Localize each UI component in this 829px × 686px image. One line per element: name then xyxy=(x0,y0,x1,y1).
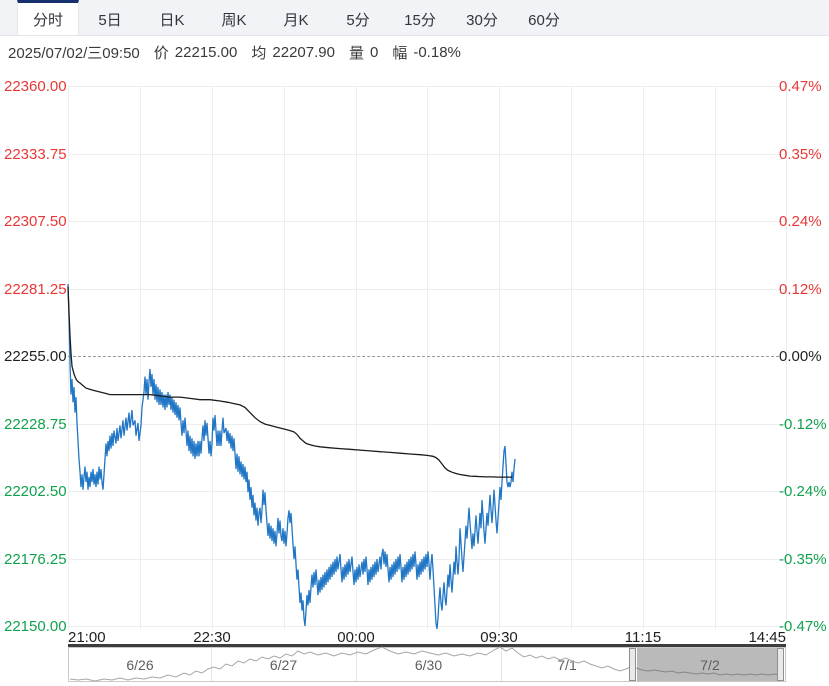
period-tabbar: 分时 5日 日K 周K 月K 5分 15分 30分 60分 xyxy=(0,0,829,36)
h-gridline xyxy=(68,154,786,155)
x-axis-time-tick: 00:00 xyxy=(337,629,375,646)
tab-5day[interactable]: 5日 xyxy=(98,11,122,29)
h-gridline xyxy=(68,86,786,87)
info-datetime: 2025/07/02/三09:50 xyxy=(8,44,140,62)
x-axis-time-tick: 22:30 xyxy=(193,629,231,646)
price-value: 22215.00 xyxy=(174,43,238,61)
y-axis-percent-tick: -0.47% xyxy=(779,618,827,635)
date-range-navigator[interactable]: 6/26 6/27 6/30 7/1 7/2 xyxy=(68,647,786,682)
navigator-left-handle[interactable] xyxy=(629,648,636,681)
h-gridline xyxy=(68,221,786,222)
avg-value: 22207.90 xyxy=(272,43,335,61)
y-axis-percent-tick: -0.35% xyxy=(779,551,827,568)
navigator-right-handle[interactable] xyxy=(777,648,784,681)
y-axis-percent-tick: 0.24% xyxy=(779,213,822,230)
x-axis-time-tick: 09:30 xyxy=(480,629,518,646)
navigator-date-label: 7/1 xyxy=(557,657,577,673)
navigator-selected-range[interactable] xyxy=(637,648,777,681)
y-axis-percent-tick: -0.12% xyxy=(779,416,827,433)
x-axis-time-tick: 21:00 xyxy=(68,629,106,646)
price-label: 价 xyxy=(153,44,169,62)
y-axis-percent-tick: 0.47% xyxy=(779,78,822,95)
info-bar: 2025/07/02/三09:50 价 22215.00 均 22207.90 量 0 幅 -0… xyxy=(8,37,467,67)
navigator-day-separator xyxy=(356,648,357,681)
navigator-date-label: 6/30 xyxy=(414,657,443,673)
axis-separator xyxy=(68,644,786,647)
y-axis-percent-tick: 0.35% xyxy=(779,146,822,163)
navigator-day-separator xyxy=(501,648,502,681)
tab-30min[interactable]: 30分 xyxy=(466,11,498,29)
y-axis-price-tick: 22281.25 xyxy=(4,281,67,298)
y-axis-percent-tick: 0.00% xyxy=(779,348,822,365)
y-axis-price-tick: 22228.75 xyxy=(4,416,67,433)
tab-weekly-k[interactable]: 周K xyxy=(221,11,247,29)
volume-label: 量 xyxy=(348,44,364,62)
y-axis-price-tick: 22255.00 xyxy=(4,348,67,365)
v-gridline xyxy=(643,86,644,630)
x-axis-time-tick: 11:15 xyxy=(624,629,662,646)
range-value: -0.18% xyxy=(413,43,461,61)
y-axis-percent-tick: -0.24% xyxy=(779,483,827,500)
tab-fenshi[interactable]: 分时 xyxy=(17,0,79,35)
range-label: 幅 xyxy=(392,44,408,62)
avg-label: 均 xyxy=(251,44,267,62)
tab-15min[interactable]: 15分 xyxy=(404,11,436,29)
y-axis-price-tick: 22176.25 xyxy=(4,551,67,568)
tab-60min[interactable]: 60分 xyxy=(528,11,560,29)
tab-monthly-k[interactable]: 月K xyxy=(283,11,309,29)
volume-value: 0 xyxy=(369,43,379,61)
y-axis-price-tick: 22150.00 xyxy=(4,618,67,635)
navigator-date-label: 6/27 xyxy=(269,657,298,673)
navigator-day-separator xyxy=(211,648,212,681)
v-gridline xyxy=(786,86,787,630)
y-axis-price-tick: 22360.00 xyxy=(4,78,67,95)
v-gridline xyxy=(715,86,716,630)
tab-daily-k[interactable]: 日K xyxy=(159,11,185,29)
y-axis-price-tick: 22307.50 xyxy=(4,213,67,230)
chart-plot-area[interactable] xyxy=(68,80,786,630)
v-gridline xyxy=(571,86,572,630)
y-axis-price-tick: 22202.50 xyxy=(4,483,67,500)
navigator-date-label: 6/26 xyxy=(126,657,154,673)
tab-5min[interactable]: 5分 xyxy=(346,11,370,29)
y-axis-percent-tick: 0.12% xyxy=(779,281,822,298)
y-axis-price-tick: 22333.75 xyxy=(4,146,67,163)
x-axis-time-tick: 14:45 xyxy=(748,629,786,646)
